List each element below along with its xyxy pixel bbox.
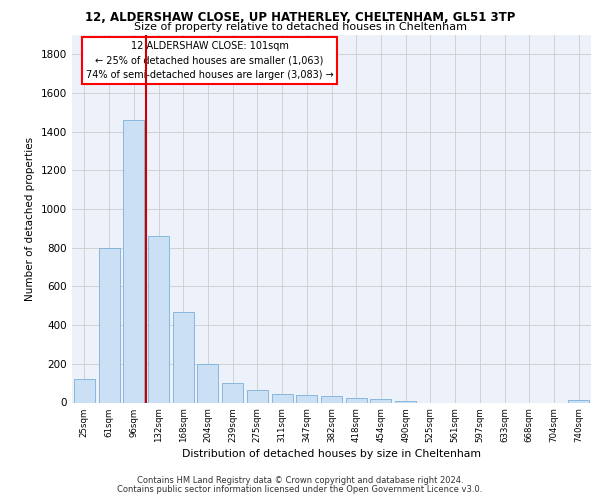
Y-axis label: Number of detached properties: Number of detached properties <box>25 136 35 301</box>
Bar <box>98 248 119 402</box>
Text: 12 ALDERSHAW CLOSE: 101sqm
← 25% of detached houses are smaller (1,063)
74% of s: 12 ALDERSHAW CLOSE: 101sqm ← 25% of deta… <box>86 40 334 80</box>
Bar <box>346 398 367 402</box>
Bar <box>568 400 589 402</box>
X-axis label: Distribution of detached houses by size in Cheltenham: Distribution of detached houses by size … <box>182 449 481 459</box>
Bar <box>173 312 194 402</box>
Bar <box>148 236 169 402</box>
Bar <box>222 383 243 402</box>
Text: Contains HM Land Registry data © Crown copyright and database right 2024.: Contains HM Land Registry data © Crown c… <box>137 476 463 485</box>
Text: Contains public sector information licensed under the Open Government Licence v3: Contains public sector information licen… <box>118 484 482 494</box>
Bar <box>296 395 317 402</box>
Bar <box>370 398 391 402</box>
Text: Size of property relative to detached houses in Cheltenham: Size of property relative to detached ho… <box>133 22 467 32</box>
Bar <box>247 390 268 402</box>
Bar <box>74 380 95 402</box>
Text: 12, ALDERSHAW CLOSE, UP HATHERLEY, CHELTENHAM, GL51 3TP: 12, ALDERSHAW CLOSE, UP HATHERLEY, CHELT… <box>85 11 515 24</box>
Bar <box>321 396 342 402</box>
Bar <box>197 364 218 403</box>
Bar <box>272 394 293 402</box>
Bar <box>395 400 416 402</box>
Bar <box>123 120 144 403</box>
